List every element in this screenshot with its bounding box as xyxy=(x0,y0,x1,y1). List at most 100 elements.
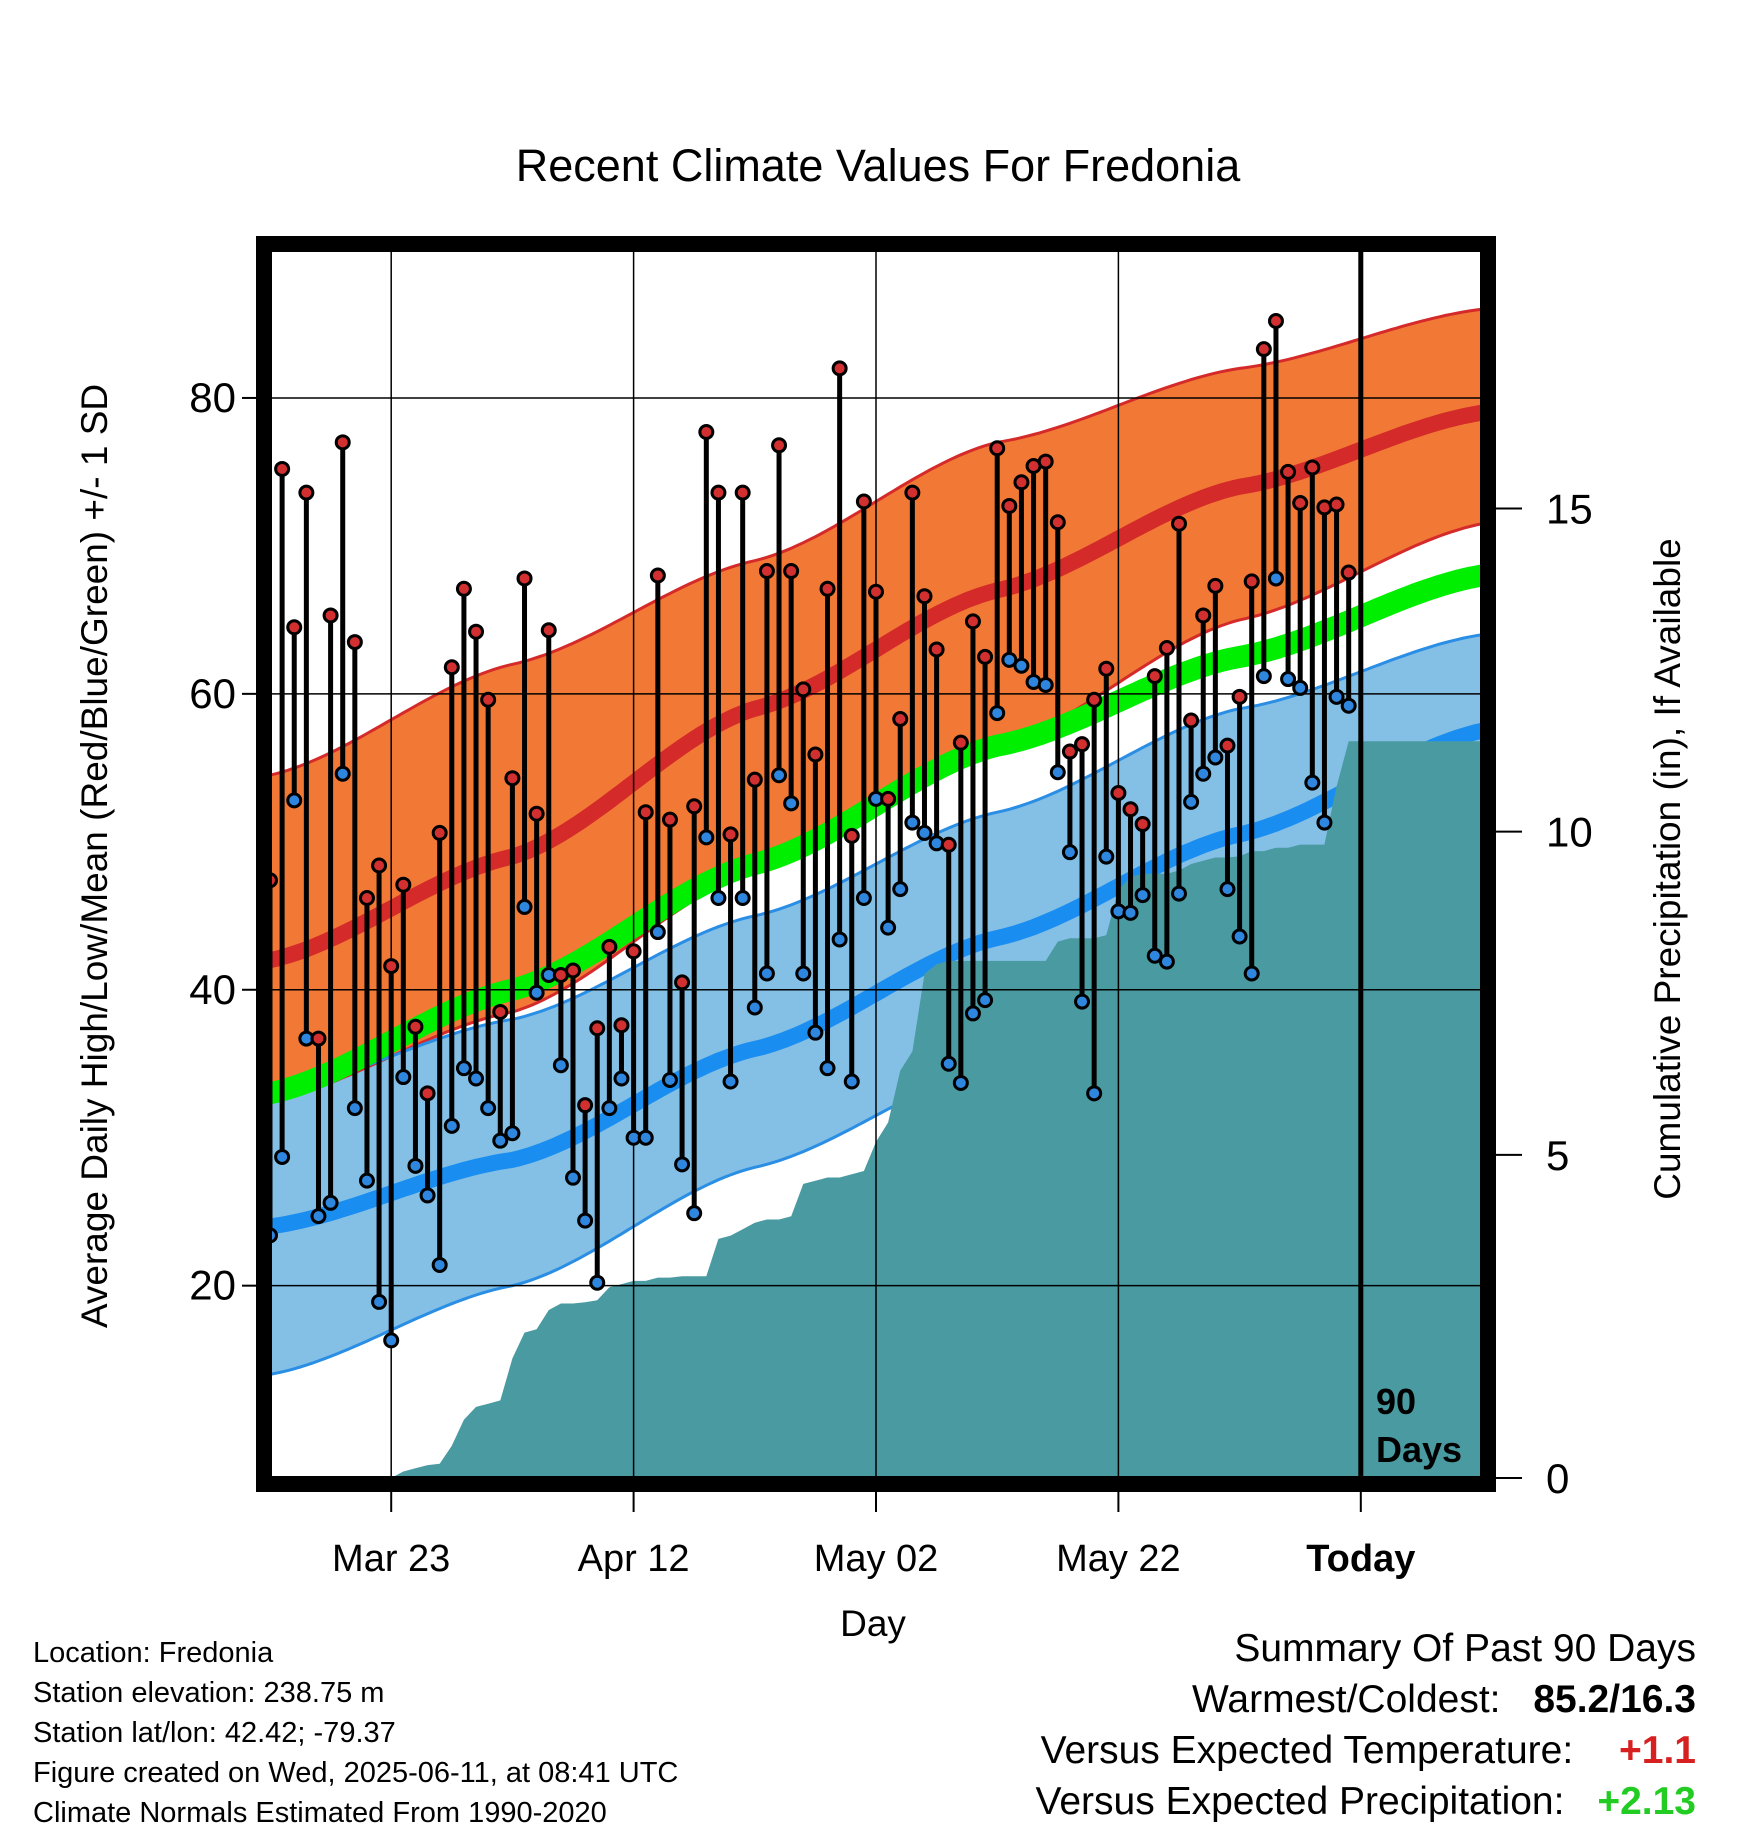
daily-high-point xyxy=(1110,784,1127,801)
temp-label: Versus Expected Temperature: xyxy=(1040,1729,1574,1772)
daily-low-point xyxy=(468,1070,485,1087)
daily-low-point xyxy=(746,999,763,1016)
daily-high-point xyxy=(431,824,448,841)
daily-low-point xyxy=(1207,749,1224,766)
daily-low-point xyxy=(455,1060,472,1077)
daily-high-point xyxy=(880,790,897,807)
daily-high-point xyxy=(1219,737,1236,754)
daily-low-point xyxy=(552,1057,569,1074)
plot-area xyxy=(270,250,1482,1478)
daily-high-point xyxy=(783,563,800,580)
daily-high-point xyxy=(795,681,812,698)
daily-low-point xyxy=(771,767,788,784)
daily-high-point xyxy=(1328,496,1345,513)
precip-row: Versus Expected Precipitation: +2.13 xyxy=(1036,1776,1697,1827)
daily-low-point xyxy=(710,890,727,907)
daily-high-point xyxy=(298,484,315,501)
daily-high-point xyxy=(989,440,1006,457)
daily-low-point xyxy=(1013,657,1030,674)
daily-high-point xyxy=(455,580,472,597)
daily-low-point xyxy=(565,1169,581,1186)
daily-low-point xyxy=(734,890,751,907)
daily-high-point xyxy=(419,1085,436,1102)
daily-high-point xyxy=(492,1003,509,1020)
y-right-tick-label: 10 xyxy=(1546,809,1593,856)
precip-label: Versus Expected Precipitation: xyxy=(1035,1780,1565,1823)
daily-low-point xyxy=(843,1073,860,1090)
daily-low-point xyxy=(274,1148,291,1165)
daily-low-point xyxy=(674,1156,691,1173)
daily-high-point xyxy=(565,962,581,979)
daily-high-point xyxy=(1074,736,1091,753)
daily-low-point xyxy=(1183,793,1200,810)
daily-high-point xyxy=(358,890,375,907)
daily-low-point xyxy=(1098,848,1115,865)
x-tick-label: Mar 23 xyxy=(332,1538,450,1580)
x-tick-label: May 22 xyxy=(1056,1538,1181,1580)
today-window-label: 90 Days xyxy=(1376,1381,1462,1470)
daily-low-point xyxy=(758,965,775,982)
daily-low-point xyxy=(637,1129,654,1146)
daily-high-point xyxy=(1098,660,1115,677)
daily-low-point xyxy=(431,1256,448,1273)
daily-high-point xyxy=(1049,514,1066,531)
daily-low-point xyxy=(310,1208,327,1225)
daily-low-point xyxy=(649,924,666,941)
daily-high-point xyxy=(286,619,303,636)
daily-low-point xyxy=(880,919,897,936)
daily-low-point xyxy=(1255,668,1272,685)
daily-low-point xyxy=(589,1274,606,1291)
temp-value: +1.1 xyxy=(1619,1729,1696,1772)
daily-high-point xyxy=(1207,577,1224,594)
daily-low-point xyxy=(383,1332,400,1349)
daily-low-point xyxy=(1292,679,1309,696)
daily-high-point xyxy=(443,659,460,676)
y-left-tick-label: 40 xyxy=(189,966,236,1013)
daily-low-point xyxy=(577,1212,594,1229)
x-tick-label: Today xyxy=(1306,1538,1415,1580)
y-axis-label-right: Cumulative Precipitation (in), If Availa… xyxy=(1647,538,1688,1200)
daily-high-point xyxy=(613,1017,630,1034)
x-axis-label: Day xyxy=(840,1603,906,1644)
daily-high-point xyxy=(1134,816,1151,833)
daily-low-point xyxy=(722,1073,739,1090)
temp-row: Versus Expected Temperature: +1.1 xyxy=(1036,1725,1696,1776)
daily-low-point xyxy=(1267,570,1284,587)
daily-high-point xyxy=(1243,573,1260,590)
daily-low-point xyxy=(831,931,848,948)
daily-high-point xyxy=(1231,688,1248,705)
daily-low-point xyxy=(1171,885,1187,902)
daily-low-point xyxy=(686,1205,703,1222)
daily-high-point xyxy=(904,484,921,501)
daily-low-point xyxy=(1158,953,1175,970)
daily-low-point xyxy=(1134,887,1151,904)
y-axis-label-left: Average Daily High/Low/Mean (Red/Blue/Gr… xyxy=(74,384,115,1328)
normals-text: Climate Normals Estimated From 1990-2020 xyxy=(33,1797,607,1829)
daily-low-point xyxy=(358,1172,375,1189)
daily-low-point xyxy=(528,984,545,1001)
daily-high-point xyxy=(1037,453,1054,470)
elevation-text: Station elevation: 238.75 m xyxy=(33,1677,385,1709)
today-window-unit: Days xyxy=(1376,1429,1462,1470)
daily-high-point xyxy=(1255,341,1272,358)
daily-high-point xyxy=(1340,564,1357,581)
daily-high-point xyxy=(952,734,969,751)
daily-low-point xyxy=(1086,1085,1103,1102)
daily-low-point xyxy=(1061,844,1078,861)
daily-high-point xyxy=(504,770,521,787)
daily-high-point xyxy=(868,583,884,600)
daily-low-point xyxy=(1049,764,1066,781)
created-text: Figure created on Wed, 2025-06-11, at 08… xyxy=(33,1757,679,1789)
daily-high-point xyxy=(1061,743,1078,760)
daily-low-point xyxy=(892,881,909,898)
daily-high-point xyxy=(1304,459,1321,476)
daily-low-point xyxy=(407,1157,424,1174)
daily-low-point xyxy=(1316,814,1333,831)
daily-high-point xyxy=(395,876,412,893)
latlon-text: Station lat/lon: 42.42; -79.37 xyxy=(33,1717,396,1749)
y-left-tick-label: 60 xyxy=(189,670,236,717)
daily-high-point xyxy=(977,648,994,665)
daily-low-point xyxy=(334,765,351,782)
daily-low-point xyxy=(480,1100,497,1117)
